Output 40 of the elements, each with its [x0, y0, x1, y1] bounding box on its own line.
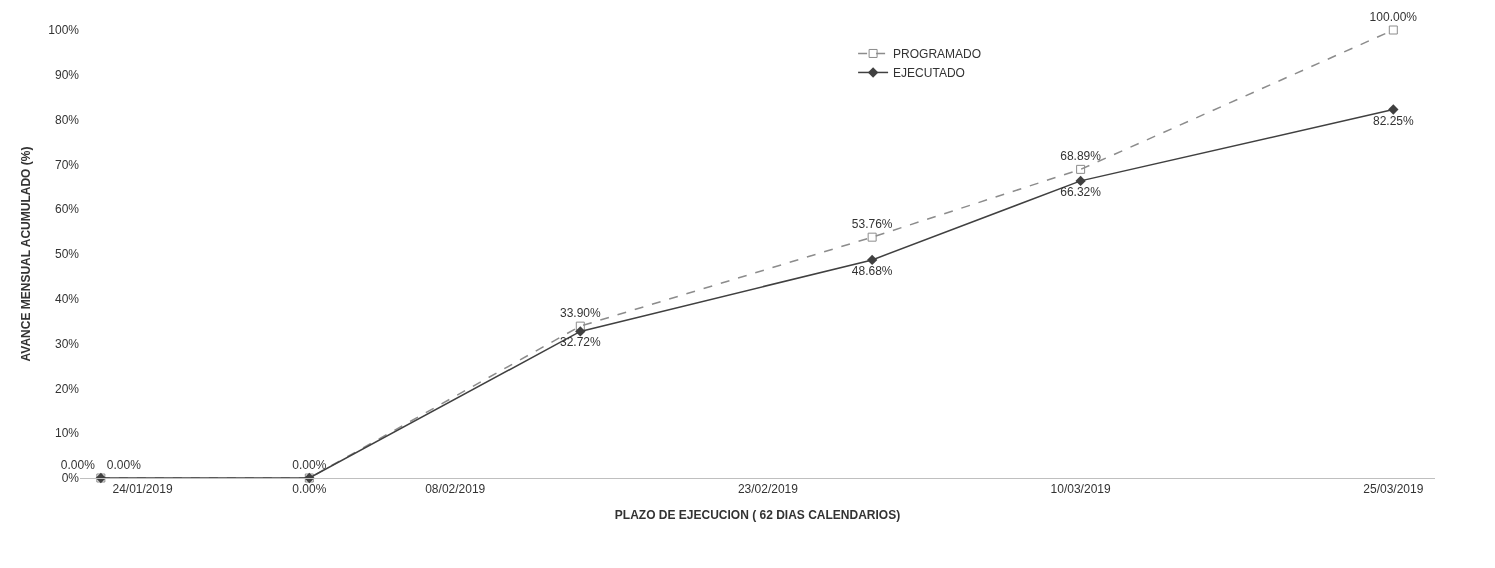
data-label: 82.25%: [1372, 113, 1414, 128]
x-axis-title: PLAZO DE EJECUCION ( 62 DIAS CALENDARIOS): [614, 508, 901, 523]
point: [575, 326, 586, 337]
y-tick-label: 70%: [54, 157, 80, 172]
x-tick-label: 25/03/2019: [1363, 482, 1424, 497]
point: [575, 321, 585, 331]
y-tick-label: 50%: [54, 247, 80, 262]
data-label: 100.00%: [1369, 10, 1418, 24]
y-tick-label: 30%: [54, 336, 80, 351]
point: [866, 254, 878, 266]
data-label: 32.72%: [559, 335, 601, 350]
point: [1076, 164, 1086, 174]
data-label: 0.00%: [292, 458, 327, 472]
data-label: 33.90%: [559, 306, 601, 321]
y-tick-label: 40%: [54, 292, 80, 306]
legend-label: PROGRAMADO: [893, 47, 982, 62]
data-label: 0.00%: [60, 458, 96, 472]
y-tick-label: 10%: [54, 426, 80, 441]
y-tick-label: 80%: [54, 112, 80, 127]
data-label: 53.76%: [851, 217, 893, 232]
data-label: 68.89%: [1060, 149, 1102, 164]
data-label: 0.00%: [292, 482, 327, 496]
y-tick-label: 100%: [48, 23, 80, 38]
y-axis-title: AVANCE MENSUAL ACUMULADO (%): [18, 146, 33, 362]
point: [1388, 25, 1398, 35]
data-label: 48.68%: [851, 263, 893, 278]
y-tick-label: 90%: [54, 68, 80, 82]
y-tick-label: 0%: [61, 471, 80, 486]
point: [1388, 104, 1399, 115]
x-tick-label: 08/02/2019: [425, 482, 486, 497]
data-label: 0.00%: [106, 458, 142, 472]
x-tick-label: 10/03/2019: [1050, 482, 1111, 497]
legend-label: EJECUTADO: [893, 66, 965, 81]
point: [867, 232, 877, 242]
y-tick-label: 60%: [54, 202, 80, 217]
x-tick-label: 23/02/2019: [737, 482, 799, 497]
point: [1075, 175, 1086, 187]
x-tick-label: 24/01/2019: [112, 482, 173, 497]
data-label: 66.32%: [1060, 184, 1102, 199]
y-tick-label: 20%: [54, 381, 80, 396]
